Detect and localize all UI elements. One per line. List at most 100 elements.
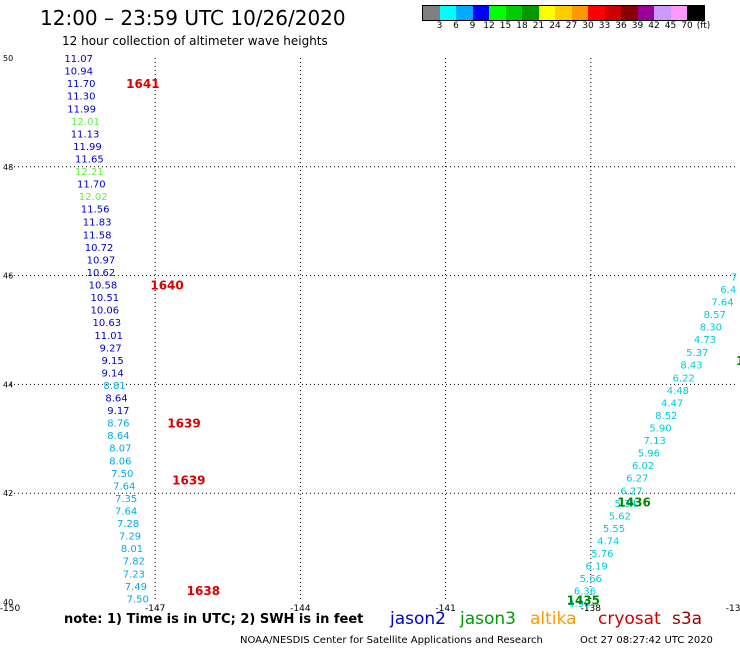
swh-point-label: 7.50: [127, 595, 149, 606]
swh-point-label: 12.01: [71, 117, 100, 128]
color-scale-label: 30: [582, 21, 594, 31]
pass-number-annotation: 143: [736, 354, 740, 368]
pass-number-annotation: 1639: [172, 474, 205, 488]
data-points: 11.0710.9411.7011.3011.9912.0111.1311.99…: [64, 54, 737, 610]
swh-point-label: 5.62: [609, 512, 631, 523]
swh-point-label: 6.22: [673, 373, 695, 384]
swh-point-label: 10.63: [92, 318, 121, 329]
y-tick-label: 44: [3, 380, 13, 389]
color-scale-label: 70: [681, 21, 693, 31]
swh-point-label: 5.34: [615, 499, 637, 510]
color-scale-label: 3: [436, 21, 443, 31]
swh-point-label: 5.55: [603, 524, 625, 535]
color-scale-label: 33: [598, 21, 611, 31]
swh-point-label: 5.76: [591, 549, 613, 560]
x-tick-label: -135: [726, 604, 740, 614]
color-scale-swatch: [654, 6, 671, 20]
x-tick-label: -144: [290, 604, 311, 614]
swh-point-label: 11.70: [77, 180, 106, 191]
swh-point-label: 7.28: [117, 519, 139, 530]
color-scale-swatch: [571, 6, 588, 20]
swh-point-label: 4.74: [597, 537, 619, 548]
pass-number-annotation: 1638: [187, 584, 220, 598]
swh-point-label: 5.90: [649, 423, 671, 434]
x-tick-label: -150: [0, 604, 20, 614]
swh-point-label: 10.58: [89, 280, 118, 291]
swh-point-label: 7.49: [125, 582, 147, 593]
swh-point-label: 4.47: [661, 398, 683, 409]
swh-point-label: 8.43: [680, 360, 702, 371]
swh-point-label: 7.50: [111, 469, 133, 480]
color-scale-swatch: [621, 6, 638, 20]
swh-point-label: 5.66: [580, 574, 602, 585]
swh-point-label: 7.29: [119, 532, 141, 543]
swh-point-label: 8.01: [121, 544, 143, 555]
y-tick-label: 42: [3, 489, 13, 498]
swh-point-label: 4.99: [568, 599, 590, 610]
swh-point-label: 10.51: [91, 293, 120, 304]
pass-number-annotation: 1641: [126, 77, 159, 91]
swh-point-label: 11.01: [94, 331, 123, 342]
page-subtitle: 12 hour collection of altimeter wave hei…: [62, 34, 328, 48]
swh-point-label: 11.65: [75, 155, 104, 166]
pass-number-annotation: 1435: [567, 593, 600, 607]
swh-point-label: 7.82: [123, 557, 145, 568]
swh-point-label: 7.64: [113, 482, 135, 493]
swh-point-label: 11.99: [73, 142, 102, 153]
footer-note: note: 1) Time is in UTC; 2) SWH is in fe…: [64, 612, 364, 627]
pass-number-annotation: 1640: [150, 278, 183, 292]
color-scale-swatch: [472, 6, 489, 20]
swh-point-label: 8.81: [103, 381, 125, 392]
swh-point-label: 5.96: [638, 448, 660, 459]
swh-point-label: 6.02: [632, 461, 654, 472]
swh-point-label: 7.35: [115, 494, 137, 505]
y-tick-label: 46: [3, 272, 13, 281]
swh-point-label: 9.17: [107, 406, 129, 417]
y-tick-label: 40: [3, 598, 13, 607]
swh-point-label: 10.94: [64, 67, 93, 78]
pass-number-annotation: 1639: [167, 416, 200, 430]
swh-point-label: 11.13: [71, 130, 100, 141]
color-scale-swatch: [555, 6, 572, 20]
swh-point-label: 6.36: [574, 587, 596, 598]
swh-point-label: 11.58: [83, 230, 112, 241]
color-scale-bar: [422, 5, 705, 21]
swh-point-label: 9.27: [100, 343, 122, 354]
color-scale-swatch: [604, 6, 621, 20]
color-scale-label: 36: [615, 21, 627, 31]
swh-point-label: 4.73: [694, 335, 716, 346]
color-scale-swatch: [522, 6, 539, 20]
swh-point-label: 9.14: [101, 368, 123, 379]
swh-point-label: 11.83: [83, 218, 112, 229]
x-tick-label: -138: [581, 604, 602, 614]
color-scale-swatch: [538, 6, 555, 20]
axis-ticks: -150 -147 -144 -141 -138 -135 40 42 44 46 48 50: [0, 54, 740, 614]
grid-lines: [10, 58, 736, 602]
swh-point-label: 6.4: [720, 285, 736, 296]
color-scale-label: 24: [549, 21, 561, 31]
swh-point-label: 7.23: [123, 570, 145, 581]
swh-point-label: 11.56: [81, 205, 110, 216]
swh-point-label: 8.07: [109, 444, 131, 455]
x-tick-label: -141: [435, 604, 455, 614]
swh-point-label: 11.70: [67, 79, 96, 90]
swh-point-label: 11.99: [67, 105, 96, 116]
swh-point-label: 10.72: [85, 243, 114, 254]
mission-legend-cryosat: cryosat: [598, 609, 661, 629]
x-tick-label: -147: [145, 604, 165, 614]
swh-point-label: 11.30: [67, 92, 96, 103]
color-scale-swatch: [439, 6, 456, 20]
color-scale-label: 27: [565, 21, 578, 31]
color-scale-label: 12: [483, 21, 495, 31]
footer-timestamp: Oct 27 08:27:42 UTC 2020: [580, 635, 713, 646]
swh-point-label: 7.13: [644, 436, 666, 447]
swh-point-label: 6.27: [620, 486, 642, 497]
footer-credit: NOAA/NESDIS Center for Satellite Applica…: [240, 635, 543, 646]
color-scale-label: 18: [516, 21, 528, 31]
swh-point-label: 11.07: [64, 54, 93, 65]
y-tick-label: 50: [3, 54, 13, 63]
color-scale-swatch: [456, 6, 473, 20]
swh-point-label: 8.76: [107, 418, 129, 429]
color-scale-label: 42: [648, 21, 660, 31]
